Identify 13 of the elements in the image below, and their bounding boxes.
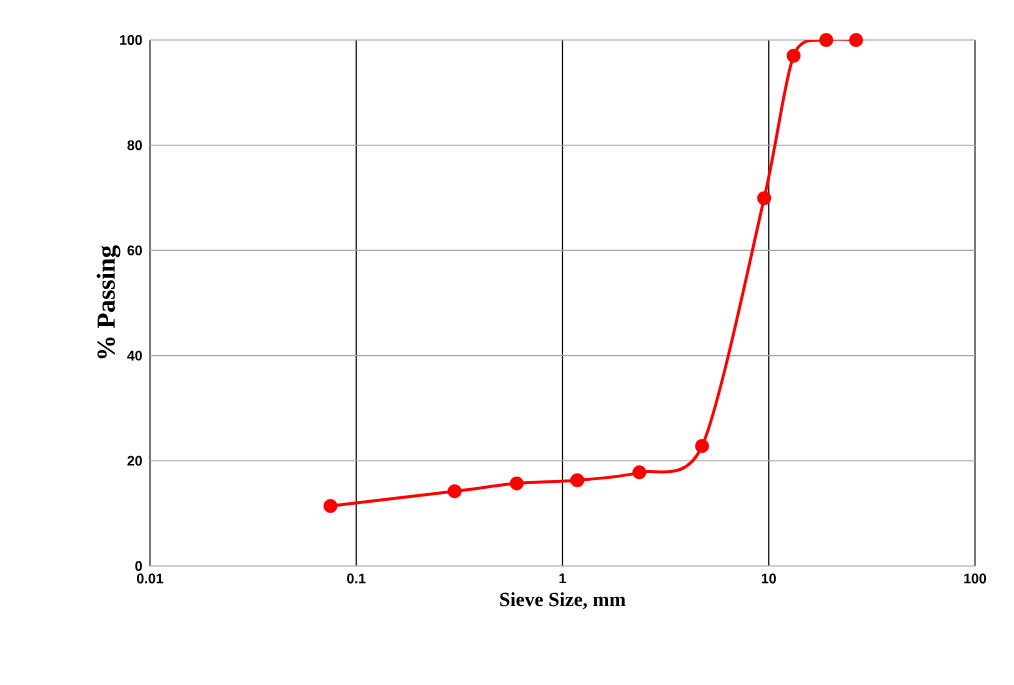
x-tick-label: 1 [559,573,566,584]
x-tick-label: 10 [761,573,776,584]
y-tick-label: 100 [120,35,142,45]
y-tick-label: 80 [127,140,142,151]
y-tick-label: 0 [135,561,142,571]
x-tick-label: 0.1 [347,573,366,584]
y-tick-label: 20 [127,455,142,466]
y-tick-label: 60 [127,245,142,256]
y-tick-label: 40 [127,350,142,361]
x-tick-label: 0.01 [136,573,164,584]
x-axis-title: Sieve Size, mm [500,592,626,610]
y-axis-title: % Passing [96,245,121,359]
x-tick-label: 100 [964,573,987,584]
